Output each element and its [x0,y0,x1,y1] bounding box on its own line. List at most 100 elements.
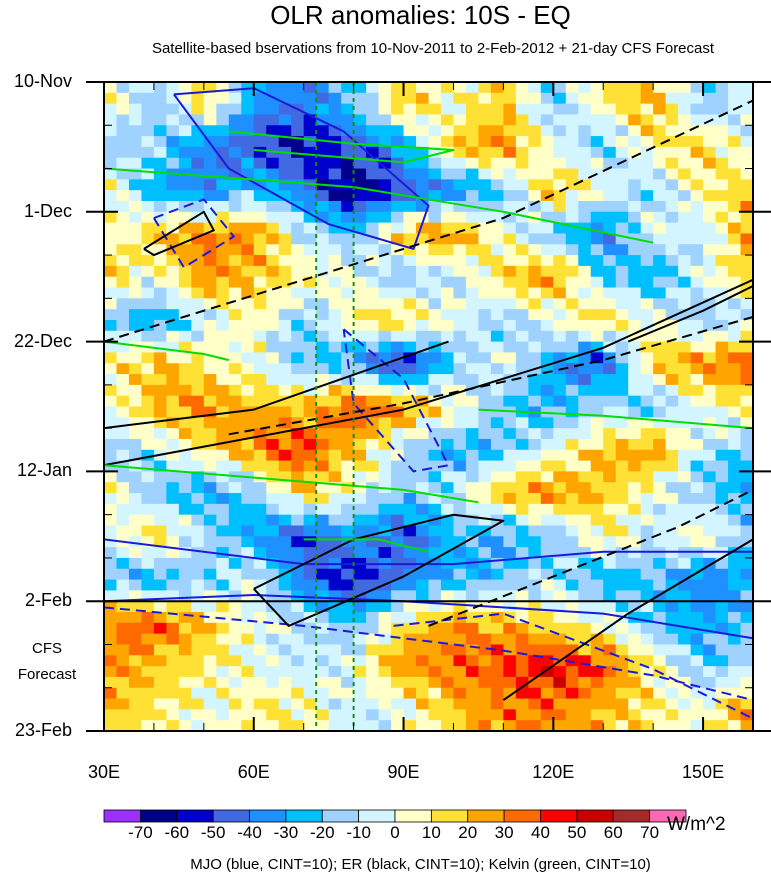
x-tick-label: 150E [682,762,725,782]
heatmap-cell [116,525,130,537]
heatmap-cell [690,330,704,343]
heatmap-cell [216,406,230,418]
heatmap-cell [590,114,604,126]
heatmap-cell [178,590,192,602]
heatmap-cell [403,103,417,116]
heatmap-cell [528,428,542,440]
heatmap-cell [453,319,467,332]
heatmap-cell [291,666,305,678]
kelvin-contour [478,408,753,430]
heatmap-cell [590,190,604,202]
heatmap-cell [391,92,405,105]
heatmap-cell [603,525,617,537]
heatmap-cell [578,395,592,408]
heatmap-cell [128,319,143,332]
heatmap-cell [590,287,604,299]
heatmap-cell [166,103,180,116]
heatmap-cell [703,157,717,170]
heatmap-cell [440,590,455,602]
heatmap-cell [540,103,554,116]
heatmap-cell [266,612,280,624]
heatmap-cell [715,168,729,180]
heatmap-cell [178,709,192,721]
heatmap-cell [565,211,579,224]
heatmap-cell [640,601,654,613]
heatmap-cell [141,428,155,440]
forecast-label-line1: CFS [32,640,62,657]
heatmap-cell [703,146,717,159]
heatmap-cell [116,352,130,364]
heatmap-cell [191,146,205,159]
heatmap-cell [316,265,330,278]
heatmap-cell [116,103,130,116]
heatmap-cell [528,309,542,321]
heatmap-cell [316,460,330,472]
heatmap-cell [303,633,317,646]
heatmap-cell [540,384,554,397]
heatmap-cell [104,676,118,689]
heatmap-cell [128,287,143,299]
heatmap-cell [590,503,604,516]
heatmap-cell [278,157,292,170]
heatmap-cell [216,720,230,731]
heatmap-cell [628,557,642,570]
heatmap-cell [366,233,380,245]
heatmap-cell [653,265,667,278]
heatmap-cell [241,547,255,559]
heatmap-cell [553,633,567,646]
heatmap-cell [590,493,604,505]
heatmap-cell [291,406,305,418]
heatmap-cell [191,406,205,418]
heatmap-cell [490,644,504,656]
heatmap-cell [615,644,629,656]
heatmap-cell [341,255,355,267]
heatmap-cell [428,136,442,148]
heatmap-cell [540,114,554,126]
heatmap-cell [391,525,405,537]
heatmap-cell [515,287,529,299]
heatmap-cell [391,687,405,700]
heatmap-cell [403,374,417,386]
heatmap-cell [628,460,642,472]
heatmap-cell [303,514,317,527]
heatmap-cell [553,330,567,343]
heatmap-cell [303,265,317,278]
heatmap-cell [391,482,405,494]
heatmap-cell [428,482,442,494]
heatmap-cell [553,190,567,202]
heatmap-cell [191,590,205,602]
heatmap-cell [503,428,517,440]
heatmap-cell [241,644,255,656]
heatmap-cell [316,406,330,418]
heatmap-cell [703,438,717,451]
heatmap-cell [590,438,604,451]
heatmap-cell [640,309,654,321]
heatmap-cell [241,438,255,451]
heatmap-cell [603,438,617,451]
heatmap-cell [403,720,417,731]
heatmap-cell [490,255,504,267]
heatmap-cell [141,92,155,105]
heatmap-cell [528,612,542,624]
heatmap-cell [715,698,729,710]
heatmap-cell [428,471,442,483]
heatmap-cell [391,125,405,137]
heatmap-cell [678,265,692,278]
heatmap-cell [653,309,667,321]
heatmap-cell [578,460,592,472]
heatmap-cell [590,276,604,289]
heatmap-cell [278,384,292,397]
heatmap-cell [391,276,405,289]
heatmap-cell [253,547,267,559]
heatmap-cell [478,514,492,527]
heatmap-cell [266,503,280,516]
heatmap-cell [203,493,217,505]
forecast-label-line2: Forecast [17,666,77,683]
heatmap-cell [166,590,180,602]
heatmap-cell [141,319,155,332]
heatmap-cell [366,460,380,472]
heatmap-cell [104,514,118,527]
heatmap-cell [665,579,679,591]
heatmap-cell [141,633,155,646]
heatmap-cell [590,536,604,548]
